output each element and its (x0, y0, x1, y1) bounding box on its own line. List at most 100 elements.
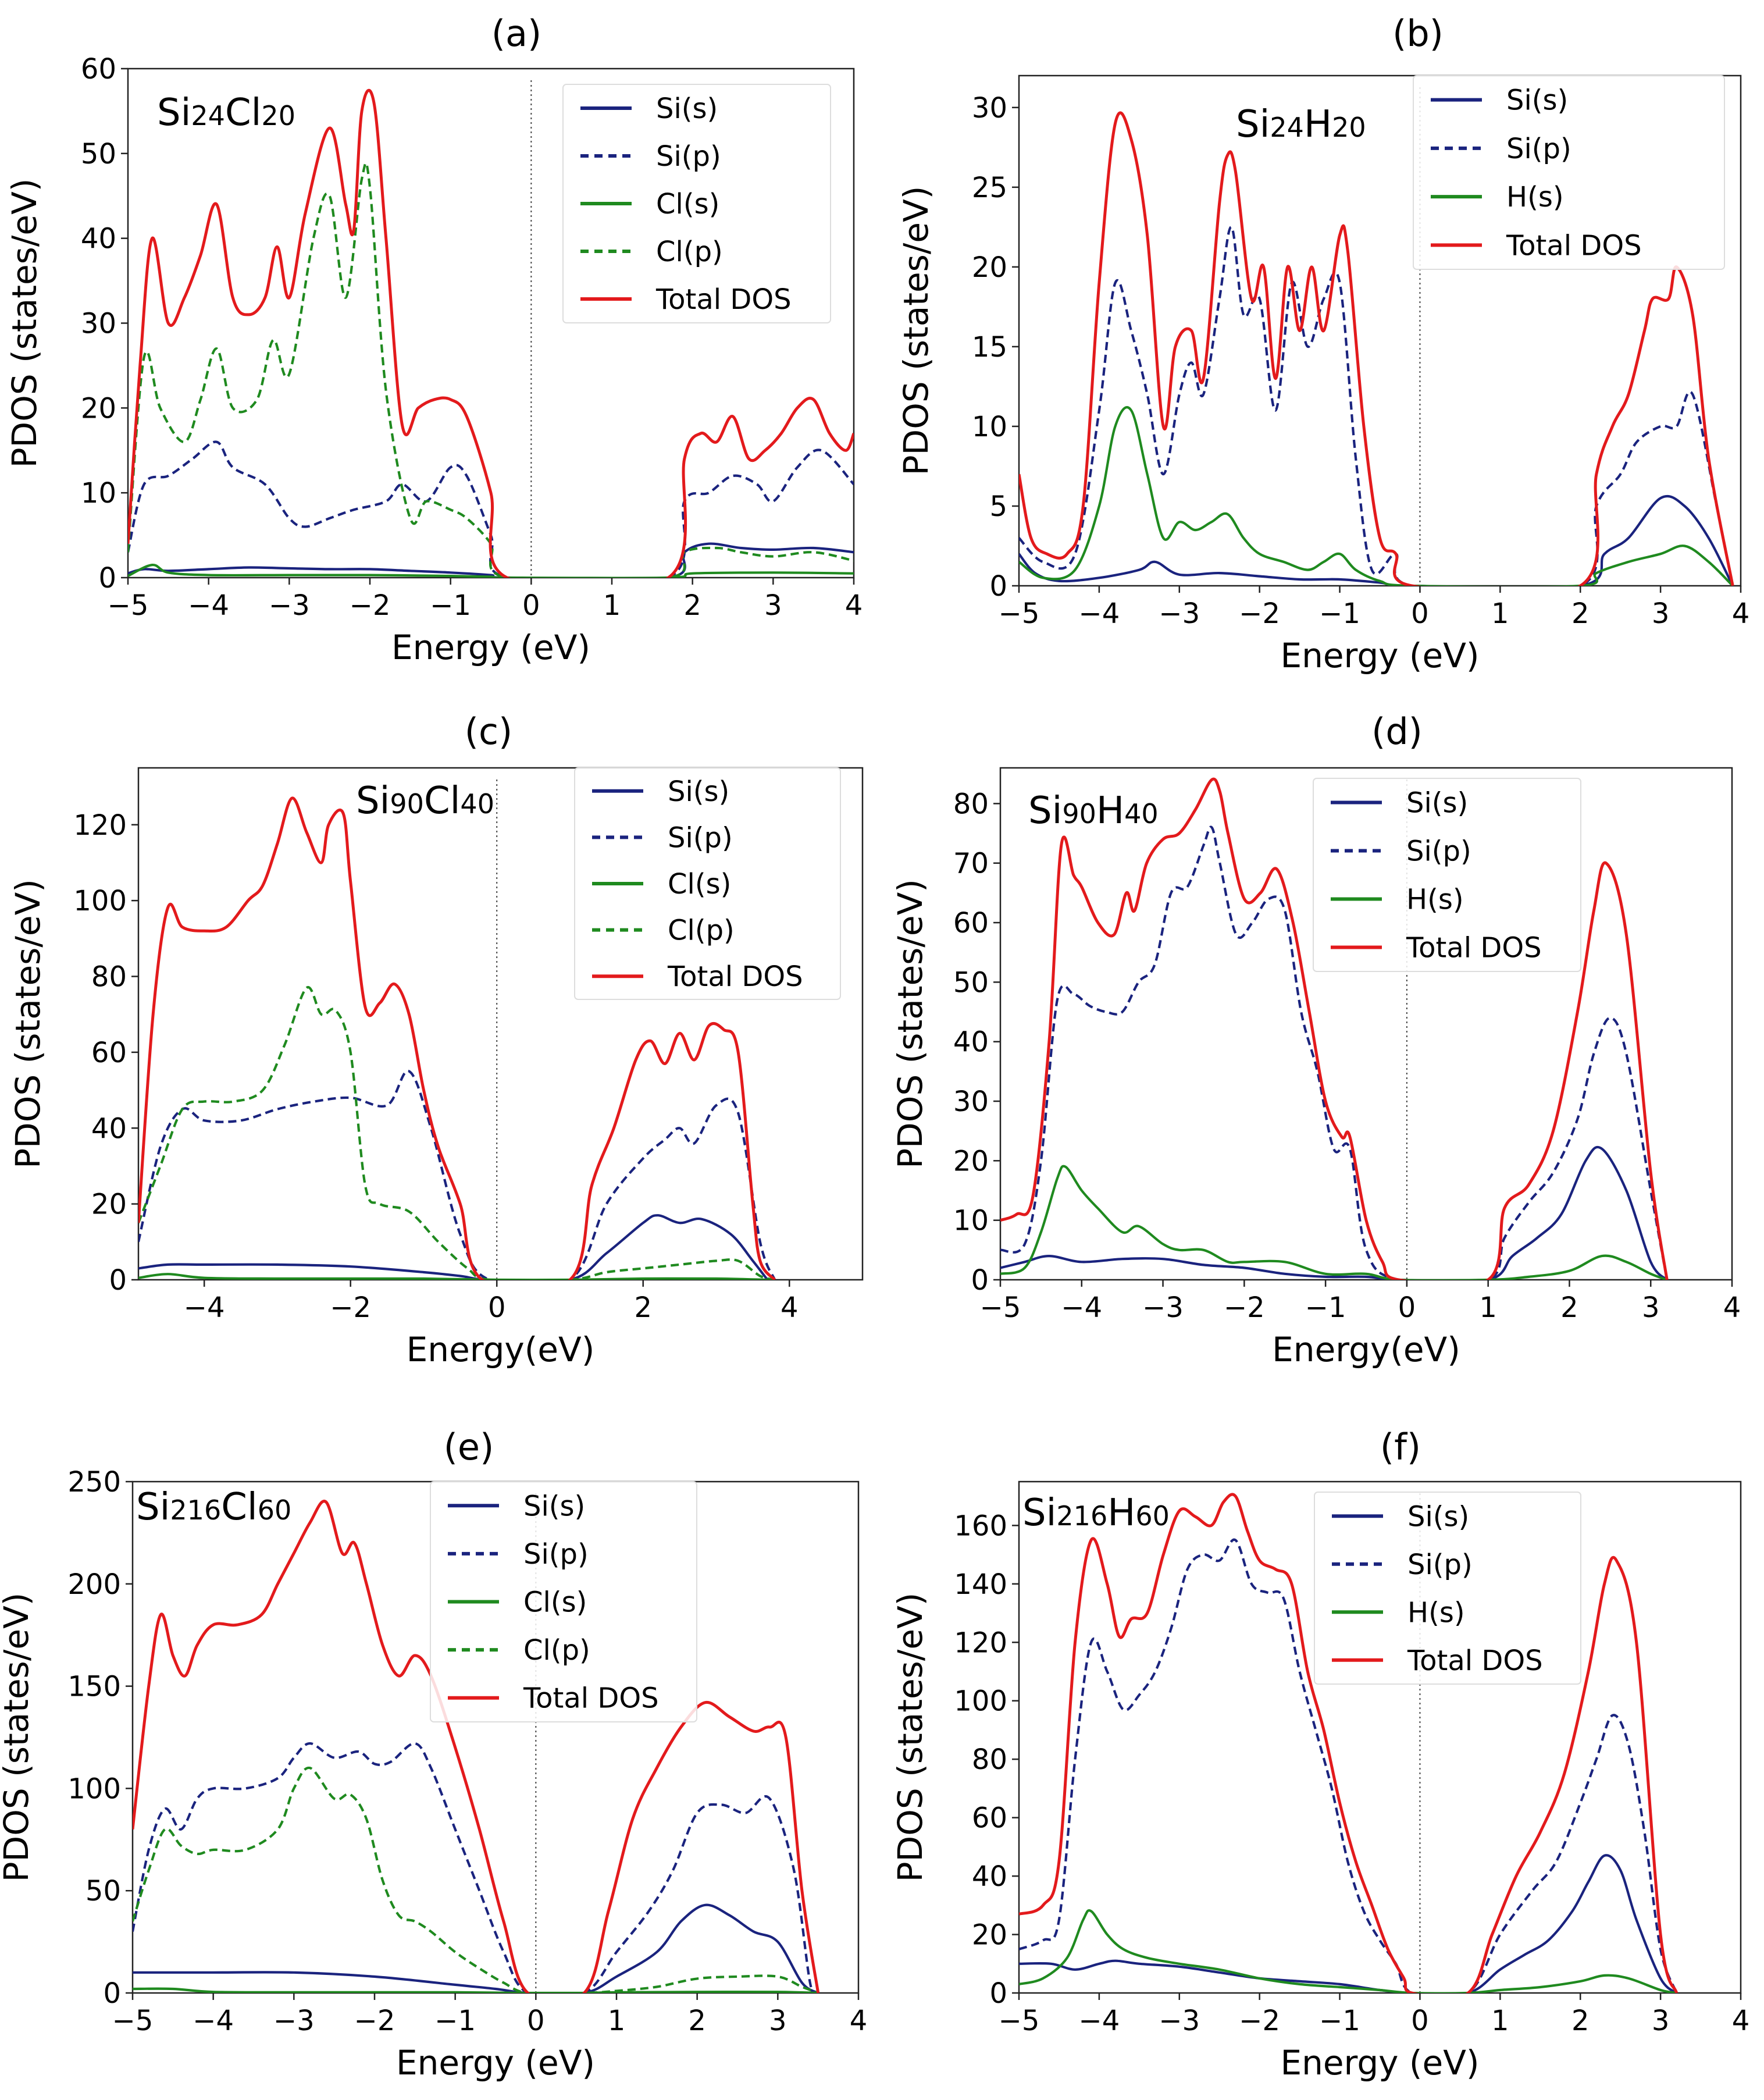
chart-panel-d: (d)−5 −4 −3 −2 −1 0 1 2 3 401020304050607080Energ… (890, 710, 1741, 1369)
x-tick-label: −4 (184, 1291, 225, 1324)
series-group (138, 796, 776, 1280)
legend-box (430, 1481, 697, 1722)
series-line-x_p (128, 162, 854, 578)
x-tick-label: −3 (1142, 1291, 1184, 1324)
series-line-si_s (1019, 494, 1734, 586)
series-line-total (138, 796, 776, 1280)
x-tick-label: −4 (193, 2005, 234, 2037)
x-tick-label: −1 (1319, 597, 1360, 630)
panel-label: (d) (1371, 710, 1423, 753)
y-tick-label: 120 (954, 1626, 1007, 1659)
legend-label-x_p: Cl(p) (668, 914, 735, 947)
legend-label-x_s: H(s) (1407, 1596, 1465, 1629)
x-tick-label: −2 (354, 2005, 395, 2037)
series-line-si_s (1000, 1145, 1668, 1280)
legend-label-x_p: Cl(p) (656, 236, 723, 268)
system-count-2: 60 (258, 1494, 292, 1526)
system-element-1: Si (1028, 789, 1062, 832)
x-tick-label: 4 (1732, 597, 1750, 630)
legend-label-total: Total DOS (1506, 229, 1642, 262)
series-line-si_p (133, 1742, 819, 1993)
y-tick-label: 50 (85, 1875, 121, 1907)
x-tick-label: 4 (1723, 1291, 1741, 1324)
chart-panel-b: (b) −5 −4 −3 −2 −1 0 1 2 3 4 0 5 10 15 20 25 30 Energy (eV… (896, 12, 1749, 675)
legend-box (562, 84, 831, 323)
y-tick-label: 40 (953, 1026, 989, 1059)
y-tick-label: 120 (73, 809, 127, 842)
y-tick-label: 40 (972, 1860, 1007, 1893)
system-label: Si216Cl60 (136, 1486, 291, 1529)
x-axis-label: Energy(eV) (1272, 1330, 1460, 1369)
y-tick-label: 50 (953, 966, 989, 999)
x-tick-label: −1 (434, 2005, 476, 2037)
legend-label-si_s: Si(s) (656, 92, 718, 125)
x-tick-label: 4 (850, 2005, 868, 2037)
series-line-si_p (128, 440, 854, 578)
y-tick-label: 20 (972, 1919, 1007, 1952)
chart-panel-f: (f)−5 −4 −3 −2 −1 0 1 2 3 4020406080100120140160E… (890, 1426, 1749, 2083)
y-tick-label: 80 (953, 788, 989, 820)
system-label: Si24H20 (1236, 103, 1366, 146)
y-tick-label: 100 (954, 1685, 1007, 1718)
system-count-2: 60 (1135, 1500, 1170, 1532)
x-tick-label: 0 (1411, 597, 1429, 630)
system-element-1: Si (1022, 1492, 1056, 1535)
series-line-total (128, 88, 854, 578)
series-line-x_p (138, 986, 775, 1280)
x-tick-label: −5 (108, 589, 149, 622)
legend-label-si_p: Si(p) (1506, 133, 1571, 165)
x-tick-label: 3 (1652, 597, 1670, 630)
x-tick-label: 2 (1571, 597, 1590, 630)
legend: Si(s) Si(p) H(s) Total DOS (1313, 778, 1581, 972)
legend-box (1313, 778, 1581, 972)
x-tick-label: 3 (1652, 2005, 1670, 2037)
x-tick-label: −4 (1061, 1291, 1102, 1324)
x-tick-label: 1 (1491, 2005, 1509, 2037)
panel-label: (e) (444, 1426, 494, 1468)
system-element-2: Cl (424, 780, 460, 823)
legend: Si(s) Si(p) H(s) Total DOS (1413, 75, 1725, 270)
panel-label: (c) (465, 710, 512, 753)
y-tick-label: 20 (953, 1145, 989, 1177)
x-tick-label: −2 (330, 1291, 371, 1324)
y-tick-label: 80 (91, 961, 127, 994)
y-axis-label: PDOS (states/eV) (890, 879, 930, 1169)
system-element-1: Si (157, 91, 191, 134)
x-tick-label: 2 (683, 589, 701, 622)
legend-label-si_p: Si(p) (1406, 835, 1471, 868)
series-line-si_p (1019, 226, 1734, 586)
legend-label-si_p: Si(p) (1407, 1549, 1473, 1581)
x-tick-label: 1 (1479, 1291, 1497, 1324)
x-tick-label: −2 (1239, 2005, 1280, 2037)
y-tick-label: 50 (81, 138, 116, 170)
x-axis-label: Energy (eV) (391, 628, 590, 667)
system-count-2: 20 (1332, 112, 1366, 143)
panel-label: (f) (1380, 1426, 1421, 1468)
series-line-si_p (1019, 1538, 1678, 1993)
legend-label-si_p: Si(p) (668, 821, 733, 854)
x-tick-label: 0 (522, 589, 540, 622)
x-axis-label: Energy (eV) (396, 2043, 595, 2083)
system-label: Si216H60 (1022, 1492, 1170, 1535)
series-line-si_p (138, 1070, 776, 1280)
plot-frame (1018, 74, 1742, 587)
y-tick-label: 200 (67, 1568, 121, 1601)
series-line-si_s (1019, 1854, 1678, 1993)
series-line-x_p (133, 1767, 819, 1993)
panel-label: (a) (491, 12, 541, 55)
series-line-total (1019, 1493, 1679, 1993)
x-tick-label: 0 (488, 1291, 506, 1324)
x-tick-label: 0 (1411, 2005, 1429, 2037)
series-group (1000, 777, 1669, 1280)
legend-box (574, 767, 841, 1000)
x-tick-label: −1 (1305, 1291, 1346, 1324)
y-tick-label: 20 (972, 251, 1007, 284)
series-line-x_s (1019, 406, 1734, 586)
system-count-1: 90 (390, 788, 424, 820)
y-tick-label: 40 (91, 1112, 127, 1145)
legend-label-total: Total DOS (1407, 1645, 1543, 1677)
x-tick-label: 3 (1642, 1291, 1660, 1324)
x-tick-label: −2 (1224, 1291, 1265, 1324)
y-tick-label: 100 (73, 885, 127, 917)
